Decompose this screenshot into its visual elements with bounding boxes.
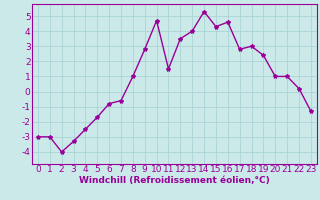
X-axis label: Windchill (Refroidissement éolien,°C): Windchill (Refroidissement éolien,°C): [79, 176, 270, 185]
